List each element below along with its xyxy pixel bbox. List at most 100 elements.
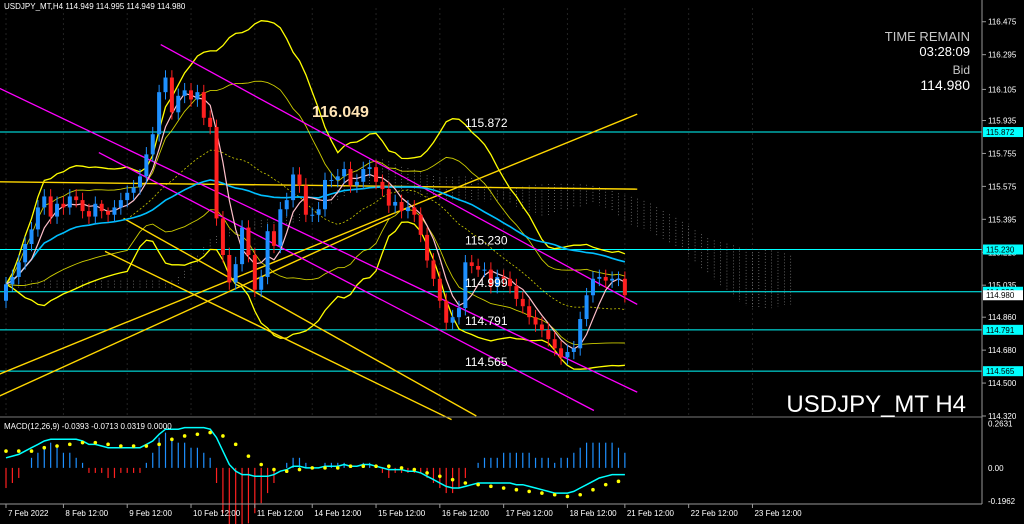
macd-signal-dot [399, 466, 404, 470]
price-tick-label: 114.500 [988, 379, 1017, 388]
level-label: 115.872 [465, 116, 508, 130]
macd-signal-dot [233, 442, 238, 447]
candle-body [265, 231, 270, 277]
candle-body [399, 201, 404, 212]
candle-body [495, 276, 500, 287]
candle-body [463, 262, 468, 309]
candle-body [23, 244, 28, 263]
macd-signal-dot [310, 466, 315, 470]
candle-body [35, 207, 40, 230]
candle-body [29, 229, 34, 245]
bid-value: 114.980 [920, 77, 970, 93]
candle-body [437, 278, 442, 301]
macd-signal-dot [68, 442, 72, 447]
macd-signal-dot [42, 445, 47, 450]
candle-body [367, 167, 372, 170]
macd-signal-dot [514, 487, 519, 492]
macd-tick-label: -0.1962 [988, 497, 1016, 506]
time-tick-label: 7 Feb 2022 [8, 509, 49, 518]
trend-line [0, 113, 638, 375]
regression-channel [0, 44, 638, 412]
candle-body [112, 207, 117, 215]
trend-line [123, 217, 477, 417]
macd-signal-dot [489, 484, 493, 489]
macd-signal-dot [182, 434, 187, 438]
level-label: 114.791 [465, 314, 508, 328]
macd-signal-dot [246, 454, 251, 458]
time-remain-value: 03:28:09 [919, 44, 970, 59]
price-tick-label: 114.680 [988, 346, 1017, 355]
slow-moving-average [5, 179, 626, 285]
macd-signal-dot [591, 487, 595, 492]
symbol-watermark: USDJPY_MT H4 [786, 391, 966, 418]
candle-body [444, 300, 449, 323]
candle-body [246, 227, 251, 255]
candle-body [80, 200, 85, 212]
time-tick-label: 21 Feb 12:00 [627, 509, 675, 518]
macd-signal-dot [80, 440, 85, 445]
bollinger-band [5, 221, 625, 370]
current-price-tag [983, 290, 1023, 301]
price-tick-label: 116.105 [988, 85, 1017, 94]
candle-body [118, 200, 123, 208]
time-tick-label: 17 Feb 12:00 [506, 509, 554, 518]
candle-body [297, 174, 302, 186]
candle-body [163, 77, 168, 93]
level-price-tag-text: 115.872 [986, 128, 1015, 137]
bollinger-inner-band [5, 80, 626, 285]
candle-body [469, 262, 474, 266]
candle-body [310, 214, 315, 216]
candle-body [106, 211, 111, 215]
candle-body [348, 169, 353, 186]
level-price-tag [983, 324, 1023, 335]
time-remain-label: TIME REMAIN [885, 29, 970, 44]
candle-body [227, 254, 232, 283]
bid-label: Bid [953, 63, 970, 77]
price-tick-label: 114.860 [988, 313, 1017, 322]
candle-body [303, 185, 308, 215]
candle-body [67, 196, 72, 208]
candle-body [603, 276, 608, 281]
price-annotation: 116.049 [312, 104, 369, 121]
macd-signal-dot [221, 434, 225, 438]
macd-signal-dot [552, 492, 557, 497]
candle-body [431, 260, 436, 279]
candle-body [74, 196, 79, 201]
candle-body [157, 92, 162, 135]
candle-body [48, 196, 53, 217]
channel-line [98, 151, 595, 412]
price-tick-label: 115.395 [988, 215, 1017, 224]
macd-signal-dot [450, 477, 455, 482]
level-price-tag [983, 244, 1023, 255]
bollinger-band [5, 20, 626, 285]
candle-body [559, 348, 564, 358]
candle-body [278, 209, 283, 246]
candle-body [182, 90, 187, 96]
level-price-tag-text: 114.565 [986, 367, 1015, 376]
candle-body [99, 203, 104, 212]
macd-signal-dot [374, 464, 378, 469]
candle-body [86, 211, 91, 217]
candle-body [55, 203, 60, 217]
level-price-tag [983, 127, 1023, 138]
macd-signal-dot [335, 466, 340, 470]
candle-body [335, 176, 340, 180]
price-tick-label: 115.035 [988, 281, 1017, 290]
macd-signal-dot [195, 432, 200, 437]
candle-body [189, 90, 194, 100]
level-label: 115.230 [465, 234, 508, 248]
channel-line [0, 87, 638, 393]
time-tick-label: 15 Feb 12:00 [378, 509, 426, 518]
time-tick-label: 18 Feb 12:00 [569, 509, 617, 518]
candle-body [482, 269, 487, 271]
candle-body [214, 126, 219, 219]
candle-body [584, 295, 589, 320]
macd-signal-dot [144, 444, 149, 448]
macd-signal-dot [527, 489, 531, 494]
trend-line [0, 217, 390, 397]
candle-body [271, 231, 276, 246]
macd-signal-dot [259, 462, 264, 467]
candle-body [386, 189, 391, 206]
time-tick-label: 9 Feb 12:00 [129, 509, 172, 518]
